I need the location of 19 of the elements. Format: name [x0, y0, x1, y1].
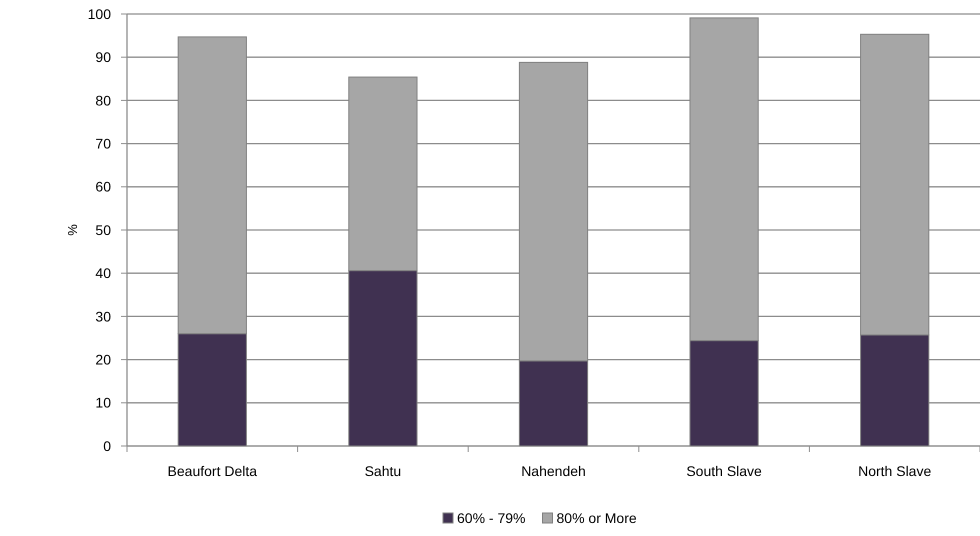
- y-tick-label: 20: [95, 352, 112, 368]
- y-tick-label: 30: [95, 308, 112, 324]
- y-tick-label: 60: [95, 178, 112, 195]
- y-tick-label: 0: [103, 438, 112, 454]
- x-tick-label: South Slave: [686, 463, 762, 479]
- y-tick-label: 80: [95, 92, 112, 108]
- y-axis-title: %: [65, 224, 80, 236]
- legend-label: 60% - 79%: [457, 510, 526, 526]
- y-tick-label: 90: [95, 49, 112, 66]
- y-tick-label: 10: [95, 394, 112, 411]
- legend-label: 80% or More: [556, 510, 637, 526]
- y-tick-label: 50: [95, 222, 112, 238]
- x-tick-label: Sahtu: [364, 463, 402, 479]
- y-tick-label: 40: [95, 265, 112, 282]
- x-tick-label: Beaufort Delta: [168, 463, 258, 479]
- y-tick-label: 70: [95, 136, 112, 152]
- x-tick-label: Nahendeh: [521, 463, 586, 479]
- y-tick-label: 100: [88, 6, 112, 22]
- x-tick-label: North Slave: [858, 463, 932, 479]
